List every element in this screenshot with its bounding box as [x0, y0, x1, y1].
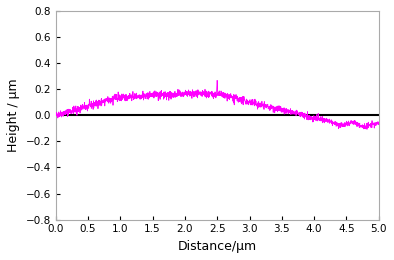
- Y-axis label: Height / μm: Height / μm: [7, 79, 20, 152]
- X-axis label: Distance/μm: Distance/μm: [178, 240, 257, 253]
